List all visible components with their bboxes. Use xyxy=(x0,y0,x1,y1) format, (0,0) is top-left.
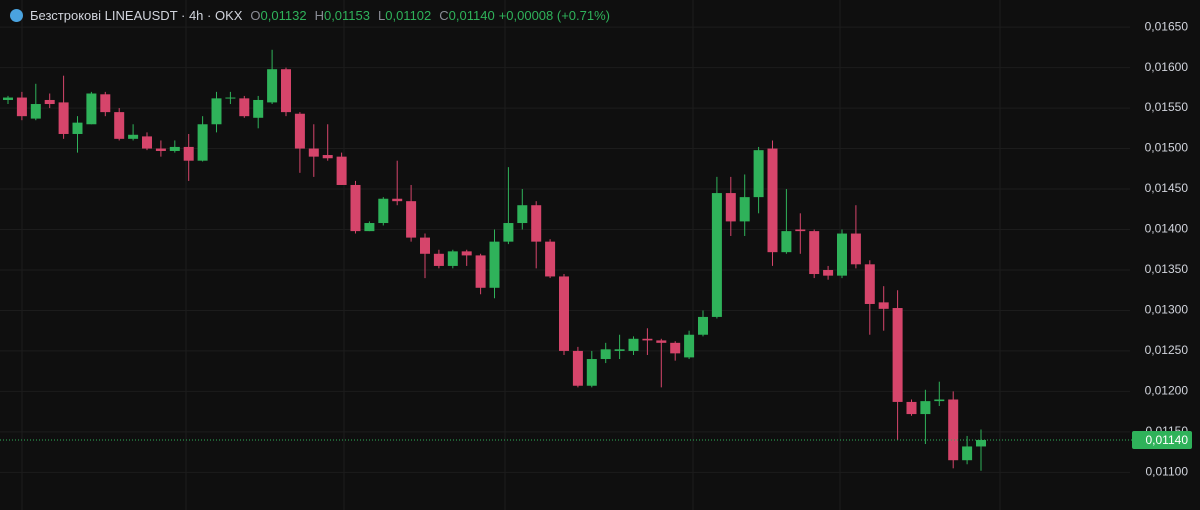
candle-body xyxy=(253,99,264,118)
candle-body xyxy=(920,401,931,415)
candle-body xyxy=(364,223,375,232)
candle-body xyxy=(934,399,945,402)
candle-body xyxy=(823,269,834,276)
candle-body xyxy=(698,316,708,335)
candle-body xyxy=(850,233,861,265)
candle-body xyxy=(155,148,166,151)
candle-body xyxy=(142,136,152,149)
header: Безстрокові LINEAUSDT · 4h · OKX O 0,0113… xyxy=(10,6,610,24)
candle-body xyxy=(670,342,681,354)
candle-body xyxy=(976,439,986,447)
candle-body xyxy=(892,308,903,402)
symbol-title: Безстрокові LINEAUSDT · 4h · OKX xyxy=(30,7,243,23)
candle-body xyxy=(517,205,528,224)
candle-body xyxy=(642,338,653,341)
ohlc-key: H xyxy=(314,7,324,23)
candle-body xyxy=(753,150,764,198)
ohlc-value: 0,01102 xyxy=(385,7,432,23)
ohlc-key: L xyxy=(378,7,386,23)
y-tick-label: 0,01250 xyxy=(1145,343,1189,357)
candle-body xyxy=(433,253,444,266)
candle-body xyxy=(30,104,41,119)
candle-body xyxy=(837,233,847,276)
candle-body xyxy=(739,197,750,222)
candle-body xyxy=(962,446,973,461)
candle-body xyxy=(572,350,583,386)
candle-body xyxy=(281,69,291,113)
candle-body xyxy=(336,156,347,185)
y-tick-label: 0,01500 xyxy=(1145,141,1189,155)
candle-body xyxy=(545,241,556,277)
candle-body xyxy=(3,97,13,100)
candle-body xyxy=(406,201,417,238)
candle-body xyxy=(378,198,389,224)
candle-body xyxy=(628,338,639,351)
ohlc-value: 0,01132 xyxy=(260,7,307,23)
candle-body xyxy=(656,340,667,343)
candle-body xyxy=(809,231,820,275)
candle-body xyxy=(475,255,486,288)
candle-body xyxy=(86,93,97,125)
candle-body xyxy=(114,112,125,139)
candle-body xyxy=(239,98,250,117)
candle-body xyxy=(586,359,597,386)
candle-body xyxy=(864,264,875,304)
y-tick-label: 0,01650 xyxy=(1145,19,1189,33)
y-tick-label: 0,01450 xyxy=(1145,181,1189,195)
candle-body xyxy=(684,334,695,358)
candle-body xyxy=(267,69,278,103)
candle-body xyxy=(461,251,472,256)
symbol-icon xyxy=(10,8,23,22)
y-tick-label: 0,01350 xyxy=(1145,262,1189,276)
candle-body xyxy=(211,98,222,125)
candle-body xyxy=(44,99,55,105)
candle-body xyxy=(72,122,83,134)
candle-body xyxy=(420,237,430,254)
candle-body xyxy=(781,231,792,253)
candle-body xyxy=(225,97,236,99)
candle-body xyxy=(767,148,778,253)
ohlc-value: 0,01153 xyxy=(323,7,370,23)
candle-body xyxy=(183,146,194,161)
candle-body xyxy=(614,349,625,351)
candle-body xyxy=(559,276,569,351)
change-value: +0,00008 (+0.71%) xyxy=(498,7,610,23)
candle-body xyxy=(447,251,458,266)
candle-body xyxy=(392,198,403,202)
candle-body xyxy=(711,193,722,317)
ohlc-key: O xyxy=(250,7,261,23)
y-tick-label: 0,01550 xyxy=(1145,100,1189,114)
last-price-box xyxy=(1132,430,1192,449)
candle-body xyxy=(503,223,514,242)
candle-body xyxy=(531,205,542,242)
candle-body xyxy=(795,229,806,232)
candle-body xyxy=(600,349,611,360)
y-tick-label: 0,01600 xyxy=(1145,60,1189,74)
ohlc-value: 0,01140 xyxy=(448,7,495,23)
candle-body xyxy=(308,148,319,157)
candle-body xyxy=(100,94,111,113)
candle-body xyxy=(878,302,889,309)
y-tick-label: 0,01300 xyxy=(1145,303,1189,317)
candle-body xyxy=(169,146,180,151)
y-tick-label: 0,01200 xyxy=(1145,384,1189,398)
candle-body xyxy=(322,155,333,159)
ohlc-key: C xyxy=(439,7,449,23)
y-tick-label: 0,01400 xyxy=(1145,222,1189,236)
candle-body xyxy=(197,124,208,161)
y-tick-label: 0,01100 xyxy=(1146,465,1189,479)
candle-body xyxy=(128,134,139,139)
candle-body xyxy=(725,193,736,222)
candle-body xyxy=(948,399,959,461)
candle-body xyxy=(58,102,69,134)
candle-body xyxy=(294,113,305,149)
last-price-label: 0,01140 xyxy=(1146,433,1189,447)
candle-body xyxy=(350,184,361,232)
candle-body xyxy=(489,241,500,288)
candle-body xyxy=(906,401,917,415)
candle-body xyxy=(16,97,27,117)
